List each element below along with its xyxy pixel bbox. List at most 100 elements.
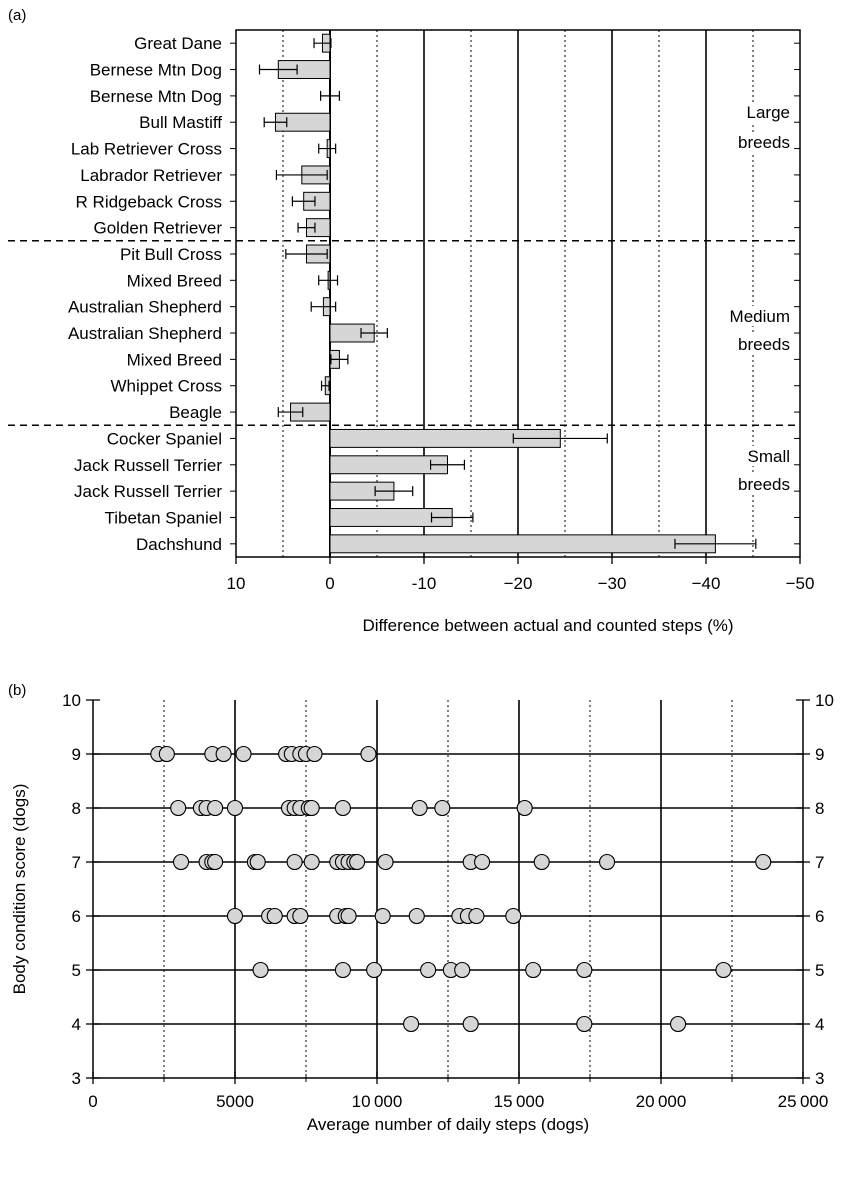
y-tick-label: 5 [72, 961, 81, 980]
y-tick-label-right: 7 [815, 853, 824, 872]
category-label: Dachshund [136, 535, 222, 554]
data-point [516, 799, 533, 817]
x-tick-label: −20 [504, 574, 533, 593]
group-label: Large [747, 103, 790, 122]
y-tick-label-right: 5 [815, 961, 824, 980]
data-point [366, 961, 383, 979]
y-tick-label-right: 6 [815, 907, 824, 926]
y-tick-label: 10 [62, 691, 81, 710]
data-point [292, 907, 309, 925]
scatter-chart: 3 3 4 4 5 5 6 6 7 7 8 8 9 9 10 10 0 5000 10 000 15 000 20 00… [62, 691, 834, 1111]
y-tick-label-right: 10 [815, 691, 834, 710]
data-point [226, 799, 244, 817]
panel-b-label: (b) [8, 682, 26, 699]
data-point [525, 961, 542, 979]
category-label: Cocker Spaniel [107, 429, 222, 448]
category-label: Australian Shepherd [68, 298, 222, 317]
data-point [235, 745, 252, 763]
data-point [454, 961, 471, 979]
scatter-chart-x-axis-label: Average number of daily steps (dogs) [307, 1115, 589, 1134]
bar-chart-x-axis-label: Difference between actual and counted st… [362, 616, 733, 635]
data-point [249, 853, 266, 871]
category-label: Labrador Retriever [80, 166, 222, 185]
data-point [303, 799, 320, 817]
category-label: Bull Mastiff [139, 113, 222, 132]
data-point [266, 907, 283, 925]
data-point [468, 907, 485, 925]
data-point [420, 961, 437, 979]
data-point [505, 907, 522, 925]
category-label: Tibetan Spaniel [104, 508, 222, 527]
data-point [172, 853, 190, 871]
data-point [303, 853, 320, 871]
category-label: Mixed Breed [127, 271, 222, 290]
y-tick-label: 4 [72, 1015, 81, 1034]
data-point [434, 799, 451, 817]
y-tick-label-right: 9 [815, 745, 824, 764]
data-point [669, 1015, 687, 1033]
data-point [598, 853, 616, 871]
data-point [306, 745, 323, 763]
data-point [474, 853, 491, 871]
data-point [408, 907, 425, 925]
data-point [158, 745, 175, 763]
y-tick-label: 3 [72, 1069, 81, 1088]
x-tick-label: 10 000 [352, 1092, 403, 1111]
data-point [715, 961, 732, 979]
data-point [252, 961, 269, 979]
group-label-bg [738, 102, 794, 122]
data-point [207, 853, 224, 871]
data-point [576, 961, 593, 979]
group-label-bg [729, 474, 794, 494]
data-point [170, 799, 187, 817]
category-label: Pit Bull Cross [120, 245, 222, 264]
category-label: Jack Russell Terrier [74, 482, 222, 501]
category-label: Bernese Mtn Dog [90, 61, 222, 80]
data-point [340, 907, 357, 925]
y-tick-label-right: 3 [815, 1069, 824, 1088]
data-point [226, 907, 244, 925]
group-label-bg [729, 306, 794, 326]
x-tick-label: 0 [88, 1092, 97, 1111]
x-tick-label: 25 000 [778, 1092, 829, 1111]
data-point [377, 853, 394, 871]
data-point [349, 853, 366, 871]
category-label: Bernese Mtn Dog [90, 87, 222, 106]
y-tick-label: 7 [72, 853, 81, 872]
y-tick-label: 8 [72, 799, 81, 818]
x-tick-label: −40 [692, 574, 721, 593]
data-point [411, 799, 428, 817]
data-point [403, 1015, 420, 1033]
y-tick-label: 9 [72, 745, 81, 764]
category-label: Australian Shepherd [68, 324, 222, 343]
y-tick-label: 6 [72, 907, 81, 926]
data-point [334, 799, 351, 817]
data-point [207, 799, 224, 817]
data-point [334, 961, 351, 979]
category-label: Great Dane [134, 34, 222, 53]
data-point [286, 853, 303, 871]
x-tick-label: 10 [227, 574, 246, 593]
x-tick-label: -10 [412, 574, 437, 593]
data-point [374, 907, 391, 925]
group-label: Small [747, 447, 790, 466]
group-label: breeds [738, 475, 790, 494]
data-point [462, 1015, 479, 1033]
bar [329, 534, 716, 554]
data-point [533, 853, 550, 871]
scatter-chart-y-axis-label: Body condition score (dogs) [10, 784, 29, 995]
x-tick-label: 15 000 [494, 1092, 545, 1111]
panel-a-label: (a) [8, 7, 26, 24]
group-label-bg [729, 334, 794, 354]
bar-chart: Great Dane Bernese Mtn Dog Bernese Mtn Dog… [8, 29, 814, 593]
data-point [755, 853, 772, 871]
category-label: Whippet Cross [111, 377, 222, 396]
group-label-bg [729, 132, 794, 152]
group-label: breeds [738, 335, 790, 354]
category-label: Golden Retriever [93, 219, 222, 238]
category-label: Mixed Breed [127, 350, 222, 369]
data-point [215, 745, 232, 763]
x-tick-label: −30 [598, 574, 627, 593]
bar [329, 455, 448, 475]
